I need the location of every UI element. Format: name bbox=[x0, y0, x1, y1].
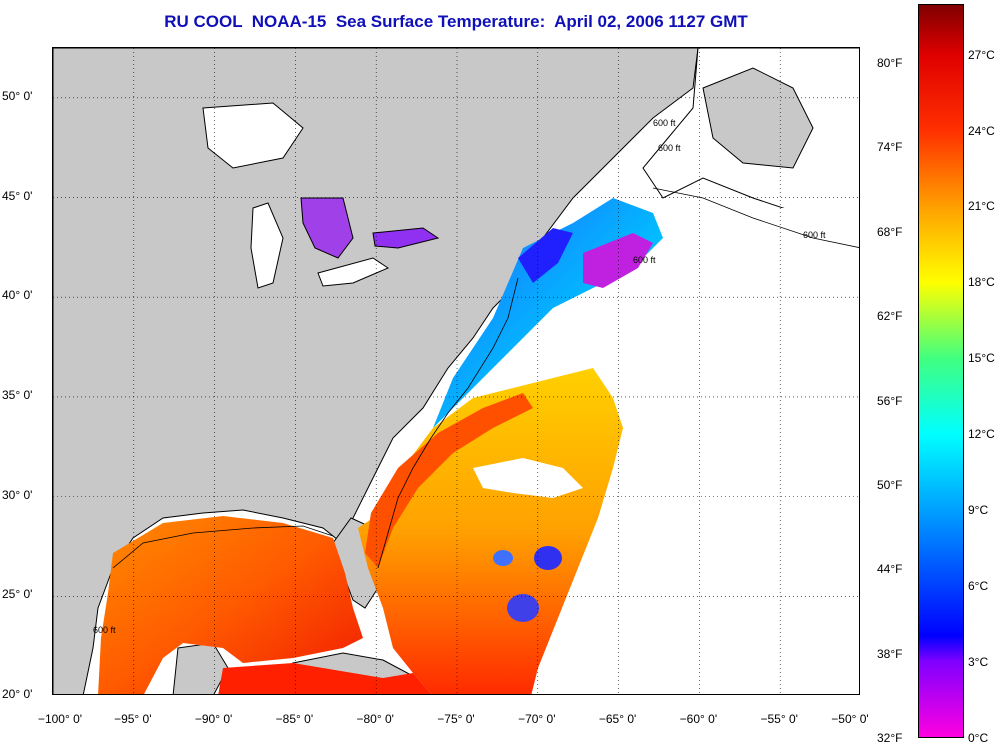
lon-tick-label: −100° 0' bbox=[37, 712, 83, 726]
map-canvas: 600 ft 600 ft 600 ft 600 ft 600 ft bbox=[53, 48, 859, 694]
temperature-colorbar bbox=[918, 4, 964, 738]
lat-tick-label: 45° 0' bbox=[2, 188, 33, 203]
lat-tick-label: 20° 0' bbox=[2, 687, 33, 701]
lake-huron bbox=[300, 197, 354, 259]
isobath-label: 600 ft bbox=[658, 143, 681, 153]
map-title: RU COOL NOAA-15 Sea Surface Temperature:… bbox=[164, 12, 748, 31]
lat-tick-label: 50° 0' bbox=[2, 88, 33, 103]
celsius-tick-label: 12°C bbox=[968, 427, 995, 442]
celsius-tick-label: 3°C bbox=[968, 655, 989, 670]
celsius-tick-label: 9°C bbox=[968, 503, 989, 518]
lake-superior bbox=[202, 102, 304, 169]
celsius-tick-label: 18°C bbox=[968, 275, 995, 290]
fahrenheit-tick-label: 74°F bbox=[877, 140, 903, 155]
sst-gulf-of-mexico bbox=[98, 516, 363, 694]
celsius-tick-label: 27°C bbox=[968, 47, 995, 62]
lon-tick-label: −60° 0' bbox=[679, 712, 718, 726]
lon-tick-label: −65° 0' bbox=[598, 712, 637, 726]
sst-caribbean bbox=[218, 663, 432, 694]
land-north-america bbox=[53, 48, 699, 694]
lat-tick-label: 40° 0' bbox=[2, 288, 33, 303]
graticule bbox=[53, 48, 859, 694]
sst-cold-eddy bbox=[507, 594, 539, 622]
land-newfoundland bbox=[702, 67, 814, 169]
lake-erie bbox=[317, 257, 390, 287]
celsius-tick-label: 21°C bbox=[968, 199, 995, 214]
sst-scotian-shelf bbox=[583, 233, 653, 288]
celsius-tick-label: 15°C bbox=[968, 351, 995, 366]
lake-michigan bbox=[250, 202, 284, 289]
sst-cold-eddy bbox=[534, 546, 562, 570]
isobath-line bbox=[652, 187, 859, 248]
lon-tick-label: −85° 0' bbox=[275, 712, 314, 726]
fahrenheit-tick-label: 38°F bbox=[877, 646, 903, 661]
isobath-line bbox=[377, 277, 519, 569]
sst-cold-eddy bbox=[493, 550, 513, 566]
sst-gulf-of-maine bbox=[518, 228, 573, 283]
fahrenheit-tick-label: 80°F bbox=[877, 56, 903, 71]
isobath-label: 600 ft bbox=[653, 118, 676, 128]
fahrenheit-tick-label: 50°F bbox=[877, 477, 903, 492]
cloud-mask bbox=[473, 458, 583, 498]
lon-tick-label: −90° 0' bbox=[194, 712, 233, 726]
lat-tick-label: 30° 0' bbox=[2, 487, 33, 502]
isobath-label: 600 ft bbox=[803, 230, 826, 240]
lon-tick-label: −80° 0' bbox=[356, 712, 394, 726]
lake-ontario bbox=[372, 227, 440, 249]
no-data-swath bbox=[531, 298, 693, 694]
celsius-tick-label: 6°C bbox=[968, 579, 989, 594]
fahrenheit-tick-label: 62°F bbox=[877, 309, 903, 324]
lon-tick-label: −70° 0' bbox=[518, 712, 556, 726]
lon-tick-label: −95° 0' bbox=[114, 712, 152, 726]
isobath-label: 600 ft bbox=[633, 255, 656, 265]
fahrenheit-tick-label: 44°F bbox=[877, 562, 903, 577]
fahrenheit-tick-label: 32°F bbox=[877, 731, 903, 745]
fahrenheit-tick-label: 56°F bbox=[877, 393, 903, 408]
sst-gulf-stream bbox=[365, 393, 533, 568]
celsius-tick-label: 0°C bbox=[968, 731, 989, 745]
isobath-line bbox=[112, 525, 334, 569]
sst-map: 600 ft 600 ft 600 ft 600 ft 600 ft bbox=[52, 47, 860, 695]
celsius-tick-label: 24°C bbox=[968, 123, 995, 138]
no-data-east bbox=[554, 208, 859, 694]
isobath-label: 600 ft bbox=[93, 625, 116, 635]
lon-tick-label: −75° 0' bbox=[437, 712, 475, 726]
lat-tick-label: 35° 0' bbox=[2, 387, 33, 402]
lat-tick-label: 25° 0' bbox=[2, 587, 33, 602]
lon-tick-label: −55° 0' bbox=[760, 712, 798, 726]
lon-tick-label: −50° 0' bbox=[831, 712, 869, 726]
fahrenheit-tick-label: 68°F bbox=[877, 224, 903, 239]
